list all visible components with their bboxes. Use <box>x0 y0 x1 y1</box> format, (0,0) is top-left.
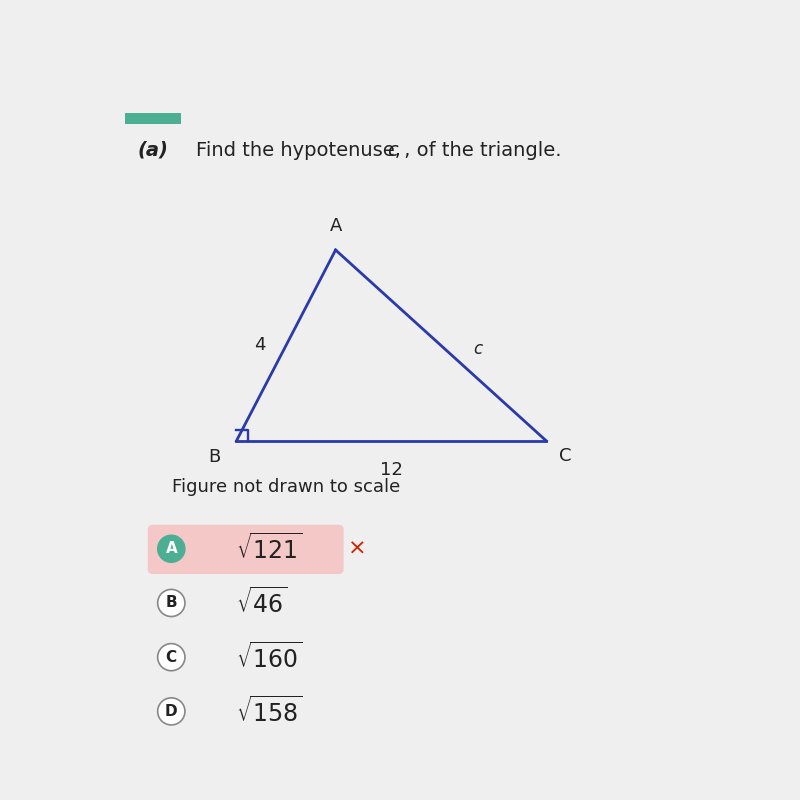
Text: $\sqrt{158}$: $\sqrt{158}$ <box>237 696 303 726</box>
Text: Figure not drawn to scale: Figure not drawn to scale <box>172 478 400 496</box>
Text: C: C <box>166 650 177 665</box>
Text: A: A <box>166 542 177 556</box>
Text: C: C <box>558 447 571 465</box>
Text: (a): (a) <box>138 141 168 160</box>
Text: , of the triangle.: , of the triangle. <box>398 141 561 160</box>
Text: Find the hypotenuse,: Find the hypotenuse, <box>196 141 407 160</box>
Text: ×: × <box>348 538 366 558</box>
Text: B: B <box>166 595 177 610</box>
Text: c: c <box>473 340 482 358</box>
Circle shape <box>158 698 185 725</box>
Circle shape <box>158 644 185 670</box>
FancyBboxPatch shape <box>125 113 181 124</box>
Text: B: B <box>209 448 221 466</box>
Text: 12: 12 <box>380 461 403 478</box>
Text: $\sqrt{121}$: $\sqrt{121}$ <box>237 534 303 564</box>
Circle shape <box>158 535 185 562</box>
Text: D: D <box>165 704 178 719</box>
Text: A: A <box>330 217 342 234</box>
Text: $\sqrt{46}$: $\sqrt{46}$ <box>237 588 288 618</box>
Circle shape <box>158 590 185 617</box>
Text: $\sqrt{160}$: $\sqrt{160}$ <box>237 642 303 673</box>
Text: 4: 4 <box>254 337 266 354</box>
Text: c: c <box>387 141 398 160</box>
FancyBboxPatch shape <box>148 525 344 574</box>
